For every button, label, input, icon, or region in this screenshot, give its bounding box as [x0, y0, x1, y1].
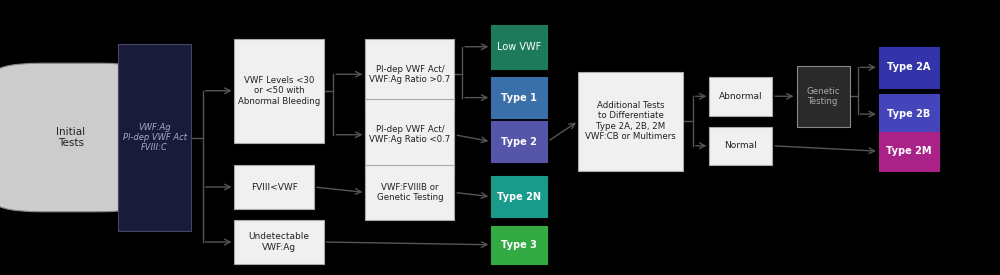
- FancyBboxPatch shape: [491, 25, 547, 69]
- FancyBboxPatch shape: [491, 176, 547, 217]
- FancyBboxPatch shape: [879, 94, 939, 135]
- Text: VWF Levels <30
or <50 with
Abnormal Bleeding: VWF Levels <30 or <50 with Abnormal Blee…: [238, 76, 320, 106]
- FancyBboxPatch shape: [709, 77, 772, 116]
- Text: Type 2B: Type 2B: [887, 109, 931, 119]
- Text: Type 2A: Type 2A: [887, 62, 931, 72]
- FancyBboxPatch shape: [118, 44, 191, 231]
- FancyBboxPatch shape: [797, 66, 850, 126]
- FancyBboxPatch shape: [365, 99, 454, 170]
- Text: Low VWF: Low VWF: [497, 42, 542, 52]
- Text: Type 3: Type 3: [501, 240, 537, 250]
- Text: Genetic
Testing: Genetic Testing: [806, 87, 840, 106]
- FancyBboxPatch shape: [365, 39, 454, 110]
- Text: Type 2N: Type 2N: [497, 192, 541, 202]
- FancyBboxPatch shape: [365, 165, 454, 220]
- FancyBboxPatch shape: [234, 165, 314, 209]
- Text: Type 2: Type 2: [501, 137, 537, 147]
- FancyBboxPatch shape: [879, 47, 939, 88]
- Text: Pl-dep VWF Act/
VWF:Ag Ratio <0.7: Pl-dep VWF Act/ VWF:Ag Ratio <0.7: [369, 125, 451, 144]
- FancyBboxPatch shape: [709, 126, 772, 165]
- Text: FVIII<VWF: FVIII<VWF: [251, 183, 298, 191]
- FancyBboxPatch shape: [879, 132, 939, 170]
- FancyBboxPatch shape: [491, 226, 547, 264]
- Text: Additional Tests
to Differentiate
Type 2A, 2B, 2M
VWF:CB or Multimers: Additional Tests to Differentiate Type 2…: [585, 101, 676, 141]
- FancyBboxPatch shape: [234, 39, 324, 143]
- Text: VWF:Ag
Pl-dep VWF Act
FVIII:C: VWF:Ag Pl-dep VWF Act FVIII:C: [123, 123, 187, 152]
- FancyBboxPatch shape: [578, 72, 683, 170]
- FancyBboxPatch shape: [491, 77, 547, 118]
- Text: VWF:FVIIIB or
Genetic Testing: VWF:FVIIIB or Genetic Testing: [377, 183, 443, 202]
- Text: Type 1: Type 1: [501, 93, 537, 103]
- FancyBboxPatch shape: [0, 63, 149, 212]
- Text: Initial
Tests: Initial Tests: [56, 127, 85, 148]
- Text: Pl-dep VWF Act/
VWF:Ag Ratio >0.7: Pl-dep VWF Act/ VWF:Ag Ratio >0.7: [369, 65, 451, 84]
- FancyBboxPatch shape: [234, 220, 324, 264]
- FancyBboxPatch shape: [491, 121, 547, 162]
- Text: Type 2M: Type 2M: [886, 146, 932, 156]
- Text: Undetectable
VWF:Ag: Undetectable VWF:Ag: [249, 232, 310, 252]
- Text: Normal: Normal: [724, 141, 757, 150]
- Text: Abnormal: Abnormal: [719, 92, 763, 101]
